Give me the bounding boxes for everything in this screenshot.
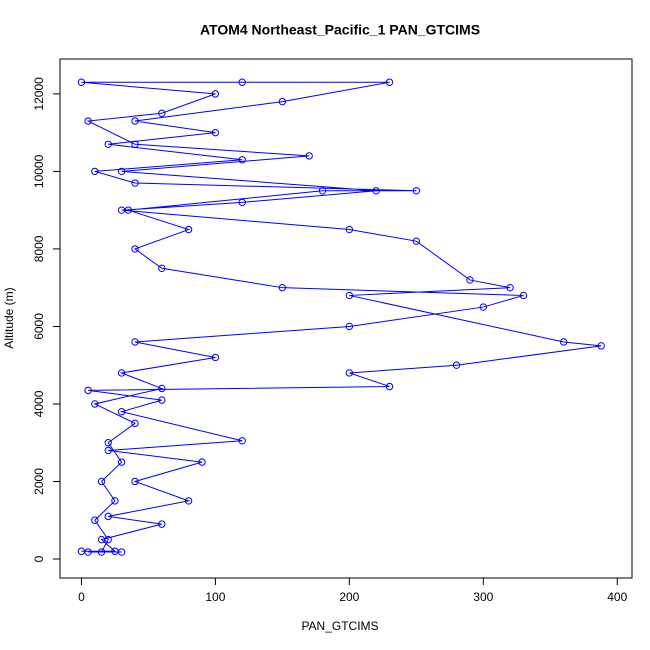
data-point xyxy=(97,477,106,486)
data-point xyxy=(184,497,193,505)
y-axis-label: Altitude (m) xyxy=(2,287,16,348)
data-point xyxy=(131,477,139,486)
data-point xyxy=(559,338,568,346)
data-point xyxy=(104,140,112,148)
data-point xyxy=(77,547,86,555)
data-point xyxy=(117,458,126,466)
data-point xyxy=(479,303,488,311)
data-point xyxy=(91,400,99,408)
data-point xyxy=(158,396,166,404)
data-point xyxy=(158,264,166,273)
data-point xyxy=(158,520,166,528)
data-point xyxy=(117,206,126,214)
data-point xyxy=(238,156,246,164)
data-point xyxy=(211,90,220,98)
y-tick-label: 0 xyxy=(32,555,46,562)
x-tick-label: 200 xyxy=(339,590,359,604)
data-point xyxy=(211,128,220,137)
chart-title: ATOM4 Northeast_Pacific_1 PAN_GTCIMS xyxy=(200,22,480,38)
data-point xyxy=(466,276,474,284)
data-point xyxy=(104,512,112,521)
data-point xyxy=(184,225,193,234)
data-point xyxy=(158,384,166,393)
data-point xyxy=(452,361,461,369)
y-tick-label: 12000 xyxy=(32,77,46,111)
y-tick-label: 10000 xyxy=(32,154,46,188)
data-point xyxy=(211,353,220,362)
data-point xyxy=(318,187,327,195)
data-point xyxy=(104,439,112,447)
data-point xyxy=(506,283,514,292)
data-point xyxy=(305,152,313,160)
x-tick-label: 300 xyxy=(473,590,493,604)
plot-frame xyxy=(59,58,633,579)
data-point xyxy=(345,322,354,331)
data-point xyxy=(238,437,246,445)
data-point xyxy=(91,516,99,524)
data-point xyxy=(345,225,354,234)
data-point xyxy=(238,78,246,86)
data-point xyxy=(97,535,106,544)
data-point xyxy=(77,78,86,86)
data-point xyxy=(84,386,92,395)
data-point xyxy=(117,369,126,377)
data-point xyxy=(131,338,139,346)
data-point xyxy=(117,167,126,176)
y-tick-label: 4000 xyxy=(32,390,46,417)
data-point xyxy=(131,140,139,148)
x-axis-label: PAN_GTCIMS xyxy=(301,619,378,633)
data-point xyxy=(158,109,166,117)
data-point xyxy=(345,291,354,300)
data-point xyxy=(111,547,119,555)
data-point xyxy=(385,382,394,391)
y-tick-label: 8000 xyxy=(32,235,46,262)
data-point xyxy=(412,237,421,245)
data-point xyxy=(412,187,421,195)
x-tick-label: 100 xyxy=(205,590,225,604)
data-point xyxy=(345,369,354,377)
data-point xyxy=(198,458,206,466)
data-point xyxy=(131,179,139,187)
data-line xyxy=(81,81,602,553)
x-tick-label: 400 xyxy=(607,590,627,604)
data-point xyxy=(117,408,126,416)
data-point xyxy=(104,446,112,455)
data-point xyxy=(519,291,528,300)
data-point xyxy=(372,187,380,195)
data-point xyxy=(278,97,287,106)
data-point xyxy=(97,548,106,556)
data-point xyxy=(131,419,139,428)
data-point xyxy=(91,167,99,176)
x-tick-label: 0 xyxy=(78,590,85,604)
data-point xyxy=(238,198,246,207)
data-point xyxy=(131,245,139,253)
y-tick-label: 2000 xyxy=(32,468,46,495)
data-point xyxy=(278,283,287,292)
data-point xyxy=(597,342,605,350)
data-point xyxy=(385,78,394,86)
data-point xyxy=(84,117,92,125)
data-point xyxy=(111,497,119,505)
y-tick-label: 6000 xyxy=(32,313,46,340)
data-point xyxy=(131,117,139,125)
